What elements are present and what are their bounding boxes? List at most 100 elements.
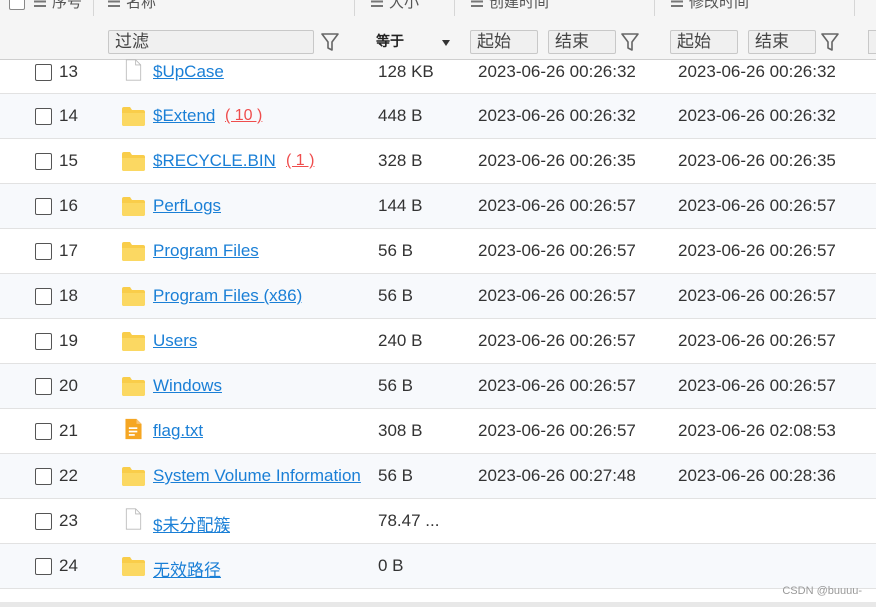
file-icon (125, 508, 142, 530)
table-row[interactable]: 21 flag.txt 308 B 2023-06-26 00:26:57 2023-0… (0, 409, 876, 454)
modified-time: 2023-06-26 02:08:53 (678, 421, 836, 440)
row-index: 20 (59, 376, 78, 395)
row-index: 19 (59, 331, 78, 350)
file-name-link[interactable]: $未分配簇 (153, 516, 231, 535)
column-divider[interactable] (454, 0, 455, 16)
name-filter-input[interactable]: 过滤 (108, 30, 314, 54)
table-row[interactable]: 16 PerfLogs 144 B 2023-06-26 00:26:57 2023-0… (0, 184, 876, 229)
folder-icon (122, 332, 145, 351)
column-divider[interactable] (354, 0, 355, 16)
file-name-link[interactable]: flag.txt (153, 421, 204, 440)
table-row[interactable]: 19 Users 240 B 2023-06-26 00:26:57 2023-06-2… (0, 319, 876, 364)
modified-time: 2023-06-26 00:26:57 (678, 331, 836, 350)
folder-icon (122, 197, 145, 216)
modified-time: 2023-06-26 00:26:57 (678, 241, 836, 260)
extra-filter-box[interactable] (868, 30, 876, 54)
row-index: 18 (59, 286, 78, 305)
created-time: 2023-06-26 00:27:48 (478, 466, 636, 485)
row-checkbox[interactable] (35, 468, 52, 485)
filter-icon[interactable] (321, 32, 339, 52)
modified-start-input[interactable]: 起始 (670, 30, 738, 54)
folder-icon (122, 377, 145, 396)
column-menu-icon[interactable] (671, 0, 683, 7)
table-row[interactable]: 24 无效路径 0 B (0, 544, 876, 589)
file-name-link[interactable]: $RECYCLE.BIN (153, 151, 276, 170)
row-checkbox[interactable] (35, 243, 52, 260)
row-checkbox[interactable] (35, 333, 52, 350)
row-index: 22 (59, 466, 78, 485)
row-index: 13 (59, 62, 78, 81)
row-checkbox[interactable] (35, 378, 52, 395)
row-checkbox[interactable] (35, 288, 52, 305)
modified-end-input[interactable]: 结束 (748, 30, 816, 54)
table-row[interactable]: 14 $Extend ( 10 ) 448 B 2023-06-26 00:26:32 2… (0, 94, 876, 139)
folder-icon (122, 152, 145, 171)
item-count-link[interactable]: ( 10 ) (225, 107, 263, 124)
file-size: 328 B (378, 151, 423, 170)
column-header-created[interactable]: 创建时间 (471, 0, 549, 11)
created-time: 2023-06-26 00:26:32 (478, 62, 636, 81)
created-start-input[interactable]: 起始 (470, 30, 538, 54)
column-menu-icon[interactable] (108, 0, 120, 7)
created-time: 2023-06-26 00:26:57 (478, 286, 636, 305)
file-name-link[interactable]: Users (153, 331, 198, 350)
file-icon (125, 59, 142, 81)
file-name-link[interactable]: Program Files (153, 241, 259, 260)
file-size: 56 B (378, 376, 413, 395)
select-all-checkbox[interactable] (9, 0, 25, 10)
row-index: 17 (59, 241, 78, 260)
table-row[interactable]: 22 System Volume Information 56 B 2023-06-2… (0, 454, 876, 499)
table-row[interactable]: 20 Windows 56 B 2023-06-26 00:26:57 2023-06-… (0, 364, 876, 409)
row-index: 21 (59, 421, 78, 440)
column-header-index[interactable]: 序号 (34, 0, 82, 11)
text-file-icon (125, 418, 142, 440)
file-size: 128 KB (378, 62, 434, 81)
file-name-link[interactable]: PerfLogs (153, 196, 222, 215)
file-name-link[interactable]: $Extend (153, 106, 216, 125)
created-end-input[interactable]: 结束 (548, 30, 616, 54)
row-checkbox[interactable] (35, 64, 52, 81)
column-divider[interactable] (654, 0, 655, 16)
row-checkbox[interactable] (35, 153, 52, 170)
column-menu-icon[interactable] (371, 0, 383, 7)
row-index: 14 (59, 106, 78, 125)
folder-icon (122, 242, 145, 261)
file-name-link[interactable]: Program Files (x86) (153, 286, 303, 305)
row-checkbox[interactable] (35, 108, 52, 125)
row-checkbox[interactable] (35, 198, 52, 215)
table-bottom-border (0, 602, 876, 607)
column-menu-icon[interactable] (471, 0, 483, 7)
row-checkbox[interactable] (35, 513, 52, 530)
file-size: 0 B (378, 556, 404, 575)
filter-icon[interactable] (821, 32, 839, 52)
row-checkbox[interactable] (35, 558, 52, 575)
column-header-size[interactable]: 大小 (371, 0, 419, 11)
column-header-modified[interactable]: 修改时间 (671, 0, 749, 11)
table-row[interactable]: 13 $UpCase 128 KB 2023-06-26 00:26:32 2023-0… (0, 59, 876, 94)
column-menu-icon[interactable] (34, 0, 46, 7)
file-name-link[interactable]: System Volume Information (153, 466, 361, 485)
item-count-link[interactable]: ( 1 ) (286, 152, 315, 169)
column-header-name[interactable]: 名称 (108, 0, 156, 11)
file-size: 144 B (378, 196, 423, 215)
row-index: 15 (59, 151, 78, 170)
table-row[interactable]: 17 Program Files 56 B 2023-06-26 00:26:57 20… (0, 229, 876, 274)
column-divider[interactable] (854, 0, 855, 16)
table-row[interactable]: 15 $RECYCLE.BIN ( 1 ) 328 B 2023-06-26 00:26… (0, 139, 876, 184)
row-checkbox[interactable] (35, 423, 52, 440)
file-table-body: 13 $UpCase 128 KB 2023-06-26 00:26:32 2023-0… (0, 59, 876, 589)
size-operator-select[interactable]: 等于 (370, 30, 456, 54)
row-index: 16 (59, 196, 78, 215)
file-name-link[interactable]: Windows (153, 376, 222, 395)
file-name-link[interactable]: $UpCase (153, 62, 224, 81)
created-time: 2023-06-26 00:26:57 (478, 331, 636, 350)
filter-icon[interactable] (621, 32, 639, 52)
table-row[interactable]: 23 $未分配簇 78.47 ... (0, 499, 876, 544)
created-time: 2023-06-26 00:26:35 (478, 151, 636, 170)
column-divider[interactable] (93, 0, 94, 16)
file-name-link[interactable]: 无效路径 (153, 561, 221, 580)
table-row[interactable]: 18 Program Files (x86) 56 B 2023-06-26 00:2… (0, 274, 876, 319)
created-time: 2023-06-26 00:26:57 (478, 421, 636, 440)
modified-time: 2023-06-26 00:26:57 (678, 376, 836, 395)
file-size: 308 B (378, 421, 423, 440)
